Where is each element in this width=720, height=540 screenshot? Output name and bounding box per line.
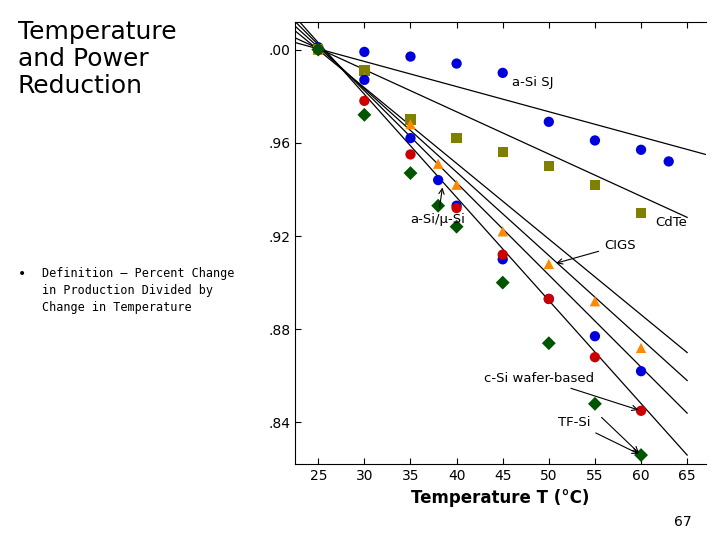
Point: [589, 353, 600, 361]
Text: Definition – Percent Change
in Production Divided by
Change in Temperature: Definition – Percent Change in Productio…: [42, 267, 234, 314]
Point: [312, 45, 324, 54]
Point: [635, 208, 647, 217]
Point: [405, 134, 416, 143]
Point: [589, 297, 600, 306]
Text: 67: 67: [674, 515, 691, 529]
Point: [497, 255, 508, 264]
Point: [543, 295, 554, 303]
Text: a-Si/μ-Si: a-Si/μ-Si: [410, 188, 465, 226]
Text: Temperature
and Power
Reduction: Temperature and Power Reduction: [18, 21, 176, 98]
Point: [359, 97, 370, 105]
Point: [497, 148, 508, 157]
Text: •: •: [18, 267, 26, 281]
Text: a-Si SJ: a-Si SJ: [512, 76, 554, 89]
Point: [451, 134, 462, 143]
X-axis label: Temperature T (°C): Temperature T (°C): [411, 489, 590, 507]
Point: [635, 145, 647, 154]
Text: c-Si wafer-based: c-Si wafer-based: [485, 372, 637, 410]
Point: [359, 48, 370, 56]
Text: CIGS: CIGS: [557, 239, 636, 264]
Text: CdTe: CdTe: [655, 215, 687, 228]
Point: [405, 52, 416, 61]
Point: [359, 76, 370, 84]
Point: [635, 451, 647, 460]
Point: [497, 251, 508, 259]
Point: [497, 278, 508, 287]
Point: [312, 45, 324, 54]
Point: [312, 45, 324, 54]
Point: [589, 332, 600, 341]
Point: [451, 180, 462, 189]
Point: [543, 295, 554, 303]
Point: [589, 136, 600, 145]
Point: [663, 157, 675, 166]
Point: [433, 201, 444, 210]
Point: [405, 120, 416, 129]
Point: [543, 339, 554, 348]
Point: [433, 176, 444, 184]
Point: [589, 400, 600, 408]
Point: [635, 367, 647, 375]
Point: [405, 169, 416, 178]
Point: [543, 162, 554, 171]
Point: [543, 118, 554, 126]
Point: [451, 222, 462, 231]
Point: [405, 150, 416, 159]
Point: [451, 204, 462, 212]
Point: [543, 260, 554, 268]
Point: [359, 66, 370, 75]
Point: [497, 227, 508, 235]
Point: [405, 115, 416, 124]
Point: [635, 407, 647, 415]
Point: [451, 201, 462, 210]
Point: [497, 69, 508, 77]
Point: [589, 180, 600, 189]
Point: [312, 45, 324, 54]
Point: [635, 343, 647, 352]
Point: [359, 73, 370, 82]
Text: TF-Si: TF-Si: [558, 416, 637, 454]
Point: [433, 159, 444, 168]
Point: [451, 59, 462, 68]
Point: [359, 111, 370, 119]
Point: [312, 45, 324, 54]
Point: [312, 43, 324, 51]
